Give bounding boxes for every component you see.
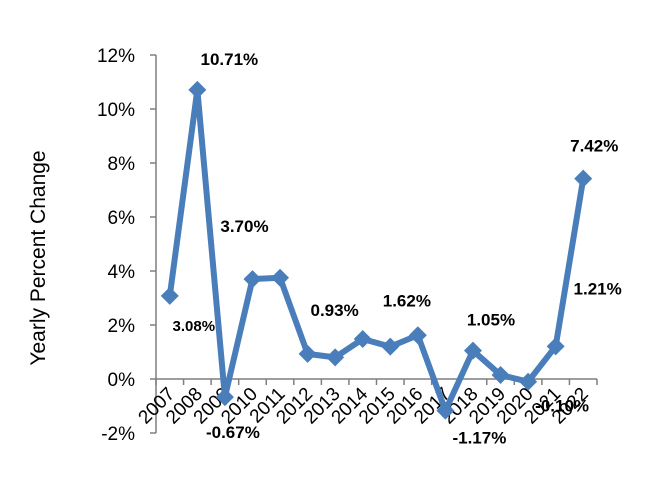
data-point-marker bbox=[353, 330, 372, 349]
data-point-marker bbox=[271, 268, 290, 287]
data-label: 3.70% bbox=[220, 217, 268, 236]
data-label: 0.93% bbox=[310, 301, 358, 320]
y-tick-label: 4% bbox=[108, 262, 136, 283]
y-tick-label: 8% bbox=[108, 154, 136, 175]
y-axis-ticks: -2% 0% 2% 4% 6% 8% 10% 12% bbox=[97, 46, 156, 445]
data-point-marker bbox=[436, 401, 455, 420]
y-tick-label: 12% bbox=[97, 46, 135, 67]
data-label: -0.67% bbox=[206, 423, 260, 442]
data-label: 1.05% bbox=[467, 311, 515, 330]
data-labels: 3.08% 10.71% -0.67% 3.70% 0.93% 1.62% -1.17% 1.… bbox=[173, 50, 622, 448]
data-label: -1.17% bbox=[452, 429, 506, 448]
data-point-marker bbox=[160, 286, 179, 305]
y-tick-label: 2% bbox=[108, 316, 136, 337]
data-point-marker bbox=[381, 337, 400, 356]
data-label: 1.62% bbox=[383, 291, 431, 310]
data-point-marker bbox=[463, 341, 482, 360]
series-markers bbox=[160, 80, 593, 420]
data-label: 3.08% bbox=[173, 318, 216, 335]
y-tick-label: 6% bbox=[108, 208, 136, 229]
y-tick-label: 10% bbox=[97, 100, 135, 121]
data-point-marker bbox=[491, 365, 510, 384]
series-line-group bbox=[166, 86, 587, 414]
series-line bbox=[166, 86, 587, 414]
y-tick-label: -2% bbox=[101, 424, 135, 445]
y-axis-label: Yearly Percent Change bbox=[27, 150, 50, 365]
data-point-marker bbox=[243, 270, 262, 289]
data-label: -0.10% bbox=[535, 397, 589, 416]
data-point-marker bbox=[188, 80, 207, 99]
y-tick-label: 0% bbox=[108, 370, 136, 391]
data-label: 10.71% bbox=[201, 50, 259, 69]
data-label: 7.42% bbox=[570, 137, 618, 156]
data-point-marker bbox=[519, 372, 538, 391]
data-point-marker bbox=[408, 326, 427, 345]
data-label: 1.21% bbox=[574, 279, 622, 298]
data-point-marker bbox=[326, 348, 345, 367]
data-point-marker bbox=[298, 344, 317, 363]
data-point-marker bbox=[574, 169, 593, 188]
data-point-marker bbox=[546, 337, 565, 356]
data-point-marker bbox=[215, 388, 234, 407]
